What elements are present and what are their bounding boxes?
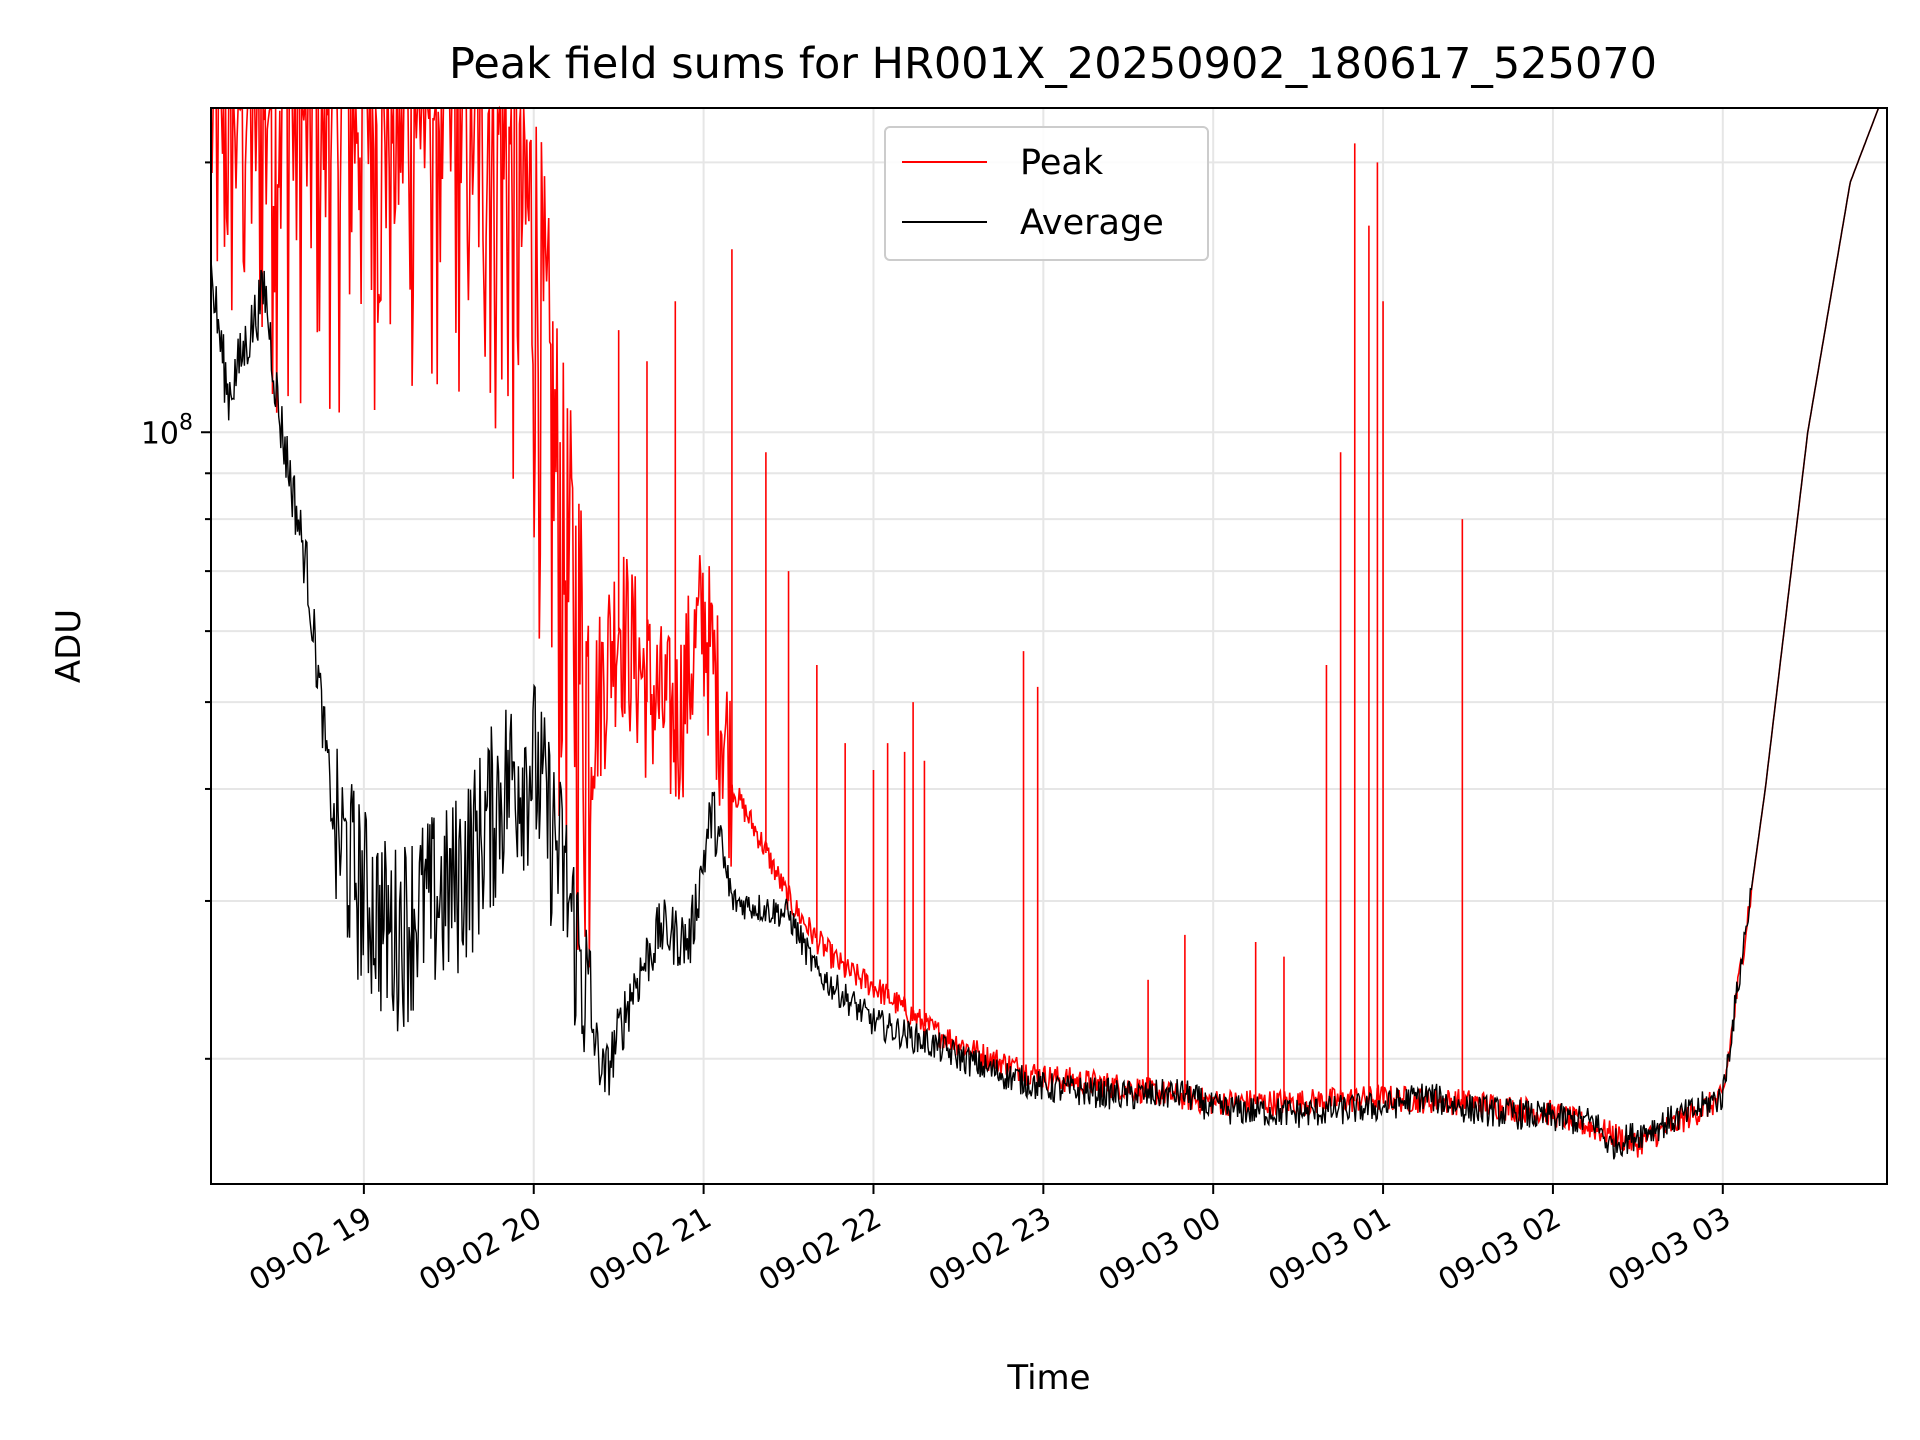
y-tick-label: 108 bbox=[141, 410, 193, 451]
y-axis: 108 bbox=[141, 161, 211, 1060]
y-axis-label: ADU bbox=[49, 609, 89, 683]
chart-title: Peak field sums for HR001X_20250902_1806… bbox=[449, 39, 1657, 89]
legend-peak-label: Peak bbox=[1020, 143, 1104, 183]
legend: Peak Average bbox=[884, 126, 1209, 261]
axes-frame bbox=[210, 107, 1888, 1185]
grid bbox=[211, 108, 1887, 1184]
peak-line bbox=[210, 105, 1880, 1158]
plot-area bbox=[210, 105, 1880, 1160]
legend-average-label: Average bbox=[1020, 203, 1164, 243]
average-line bbox=[210, 107, 1880, 1160]
x-axis-label: Time bbox=[1006, 1358, 1090, 1398]
legend-box bbox=[884, 126, 1209, 261]
